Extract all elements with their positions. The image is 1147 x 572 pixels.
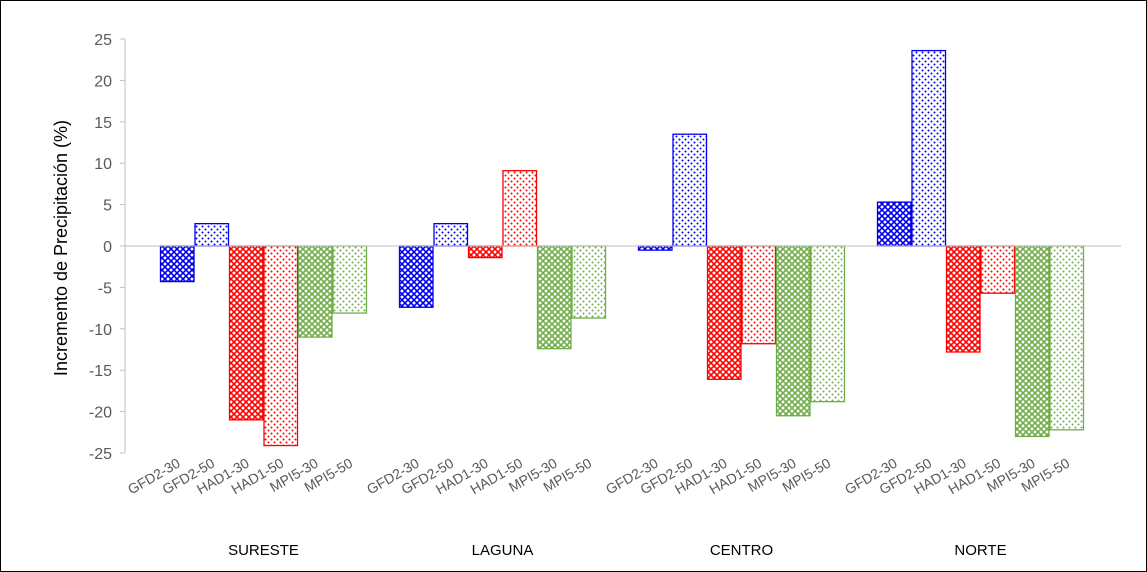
bar-centro-gfd2-50 [672,133,708,247]
y-tick-label: -20 [89,405,112,422]
y-tick-label: 5 [103,198,112,215]
bar-sureste-gfd2-50 [194,222,230,247]
y-tick-label: 20 [94,73,112,90]
group-labels: SURESTE LAGUNA CENTRO NORTE [228,542,1007,559]
bar-norte-mpi5-50 [1049,245,1085,431]
bar-centro-gfd2-30 [637,245,673,251]
y-tick-label: -5 [98,280,112,297]
bar-centro-had1-30 [706,245,742,380]
y-tick-label: -15 [89,363,112,380]
x-tick-labels: GFD2-30GFD2-50HAD1-30HAD1-50MPI5-30MPI5-… [125,455,1073,498]
y-tick-label: 0 [103,239,112,256]
y-tick-label: 25 [94,32,112,49]
y-tick-label: -25 [89,446,112,463]
bar-sureste-had1-50 [263,245,299,447]
bar-laguna-gfd2-50 [433,222,469,247]
bar-laguna-mpi5-30 [536,245,572,350]
y-axis-label: Incremento de Precipitación (%) [51,120,71,376]
bar-laguna-gfd2-30 [398,245,434,308]
y-tick-label: 10 [94,156,112,173]
bar-laguna-had1-50 [502,170,538,247]
bar-sureste-had1-30 [228,245,264,421]
bar-sureste-mpi5-30 [297,245,333,338]
bar-centro-mpi5-50 [810,245,846,403]
group-label-sureste: SURESTE [228,542,299,559]
bar-laguna-mpi5-50 [571,245,607,319]
bar-centro-mpi5-30 [775,245,811,417]
y-tick-label: 15 [94,115,112,132]
y-tick-labels: 25 20 15 10 5 0 -5 -10 -15 -20 -25 [89,32,112,463]
bar-laguna-had1-30 [467,245,503,259]
bar-norte-gfd2-30 [876,201,912,247]
group-label-centro: CENTRO [710,542,773,559]
bar-norte-mpi5-30 [1014,245,1050,438]
bars-layer [159,49,1085,447]
axis-layer [120,38,1121,454]
bar-sureste-gfd2-30 [159,245,195,283]
bar-centro-had1-50 [741,245,777,345]
bar-norte-had1-30 [945,245,981,353]
y-tick-label: -10 [89,322,112,339]
bar-norte-had1-50 [980,245,1016,294]
bar-norte-gfd2-50 [911,49,947,247]
bar-sureste-mpi5-50 [332,245,368,314]
group-label-laguna: LAGUNA [472,542,534,559]
group-label-norte: NORTE [954,542,1006,559]
